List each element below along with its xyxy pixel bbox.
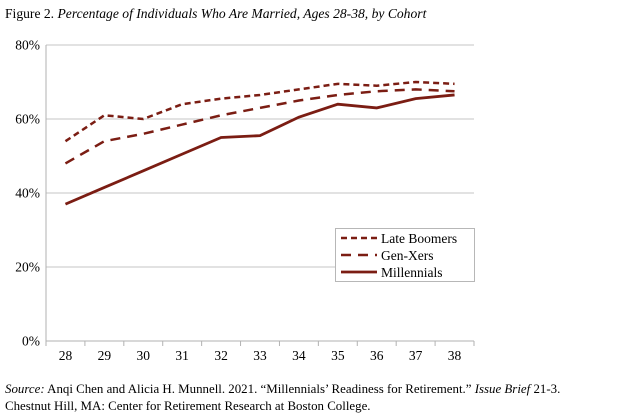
legend-item-late-boomers: Late Boomers — [340, 230, 470, 247]
legend-item-millennials: Millennials — [340, 264, 470, 281]
x-axis-label-36: 36 — [370, 348, 384, 363]
source-note: Source: Anqi Chen and Alicia H. Munnell.… — [5, 382, 561, 413]
legend-label: Millennials — [381, 264, 443, 280]
legend-item-gen-xers: Gen-Xers — [340, 247, 470, 264]
x-axis-label-33: 33 — [253, 348, 267, 363]
legend-label: Gen-Xers — [381, 247, 434, 263]
legend: Late Boomers Gen-Xers Millennials — [335, 228, 475, 282]
y-axis-label-0: 0% — [22, 334, 40, 349]
y-axis-label-60: 60% — [15, 112, 40, 127]
series-line-millennials — [64, 93, 455, 206]
legend-label: Late Boomers — [381, 230, 458, 246]
x-axis-label-32: 32 — [214, 348, 228, 363]
figure-title: Figure 2. Percentage of Individuals Who … — [5, 6, 427, 21]
gen-xers-line-sample-icon — [341, 253, 377, 257]
series-line-gen-xers — [64, 88, 455, 165]
x-axis-label-35: 35 — [331, 348, 345, 363]
y-axis-label-40: 40% — [15, 186, 40, 201]
x-axis-label-29: 29 — [98, 348, 112, 363]
series-line-late-boomers — [64, 80, 455, 143]
y-axis-label-20: 20% — [15, 260, 40, 275]
y-axis-label-80: 80% — [15, 38, 40, 53]
x-axis-label-34: 34 — [292, 348, 306, 363]
x-axis-label-31: 31 — [175, 348, 189, 363]
x-axis-label-38: 38 — [448, 348, 462, 363]
x-axis-label-30: 30 — [137, 348, 151, 363]
late-boomers-line-sample-icon — [341, 236, 377, 240]
x-axis-label-28: 28 — [59, 348, 73, 363]
millennials-line-sample-icon — [341, 270, 377, 274]
x-axis-label-37: 37 — [409, 348, 423, 363]
